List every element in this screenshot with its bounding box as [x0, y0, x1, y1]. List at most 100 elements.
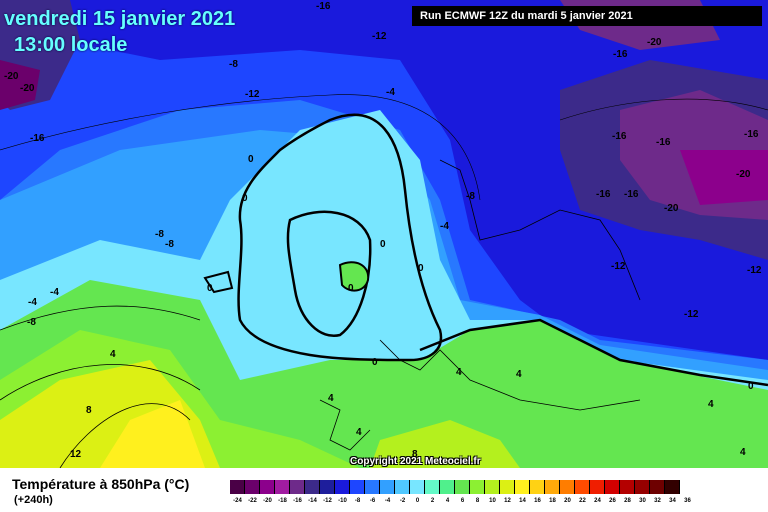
contour-label: -12: [245, 89, 260, 100]
scale-swatch: [350, 480, 365, 494]
scale-swatch: [335, 480, 350, 494]
contour-label: 8: [412, 449, 418, 460]
contour-label: -4: [386, 87, 395, 98]
scale-tick-label: 26: [609, 498, 616, 504]
contour-label: 0: [380, 239, 386, 250]
scale-tick-label: 36: [684, 498, 691, 504]
coastline-europe: [379, 339, 641, 411]
scale-swatch: [275, 480, 290, 494]
color-scale: [230, 480, 680, 494]
scale-tick-label: -6: [369, 498, 376, 504]
coastline-iberia: [319, 399, 371, 451]
contour-label: -4: [440, 221, 449, 232]
run-info: Run ECMWF 12Z du mardi 5 janvier 2021: [412, 6, 762, 26]
contour-label: -12: [611, 261, 626, 272]
footer: Température à 850hPa (°C) (+240h) -24 -22…: [0, 468, 768, 512]
scale-tick-label: -8: [354, 498, 361, 504]
isotherm-zero-inner: [286, 210, 372, 338]
scale-swatch: [395, 480, 410, 494]
zone-plus-10: [370, 420, 520, 468]
contour-label: 4: [456, 367, 462, 378]
scale-swatch: [230, 480, 245, 494]
scale-swatch: [485, 480, 500, 494]
scale-tick-label: 24: [594, 498, 601, 504]
scale-tick-label: 6: [460, 498, 465, 504]
scale-tick-label: -16: [293, 498, 302, 504]
isotherm-zero-island: [338, 261, 370, 292]
contour-label: -16: [30, 133, 45, 144]
contour-label: -20: [664, 203, 679, 214]
scale-swatch: [290, 480, 305, 494]
scale-tick-label: 22: [579, 498, 586, 504]
isotherm-12: [59, 403, 191, 468]
scale-tick-label: 16: [534, 498, 541, 504]
contour-label: -16: [612, 131, 627, 142]
contour-label: 4: [740, 447, 746, 458]
scale-swatch: [260, 480, 275, 494]
contour-label: -16: [744, 129, 759, 140]
contour-label: 4: [110, 349, 116, 360]
contour-label: -16: [656, 137, 671, 148]
scale-swatch: [665, 480, 680, 494]
scale-tick-label: -22: [248, 498, 257, 504]
contour-label: 12: [70, 449, 82, 460]
scale-tick-label: -24: [233, 498, 242, 504]
scale-tick-label: 30: [639, 498, 646, 504]
scale-swatch: [560, 480, 575, 494]
contour-label: -20: [20, 83, 35, 94]
scale-tick-label: 10: [489, 498, 496, 504]
scale-swatch: [380, 480, 395, 494]
contour-label: 0: [248, 154, 254, 165]
scale-swatch: [500, 480, 515, 494]
isotherm-minus-8: [0, 94, 481, 201]
contour-label: -4: [28, 297, 37, 308]
scale-tick-label: -14: [308, 498, 317, 504]
contour-label: -16: [613, 49, 628, 60]
scale-tick-label: -12: [323, 498, 332, 504]
color-scale-ticks: -24 -22 -20 -18 -16 -14 -12 -10 -8 -6 -4 -2 0 2 4 6 8 10 1…: [230, 498, 695, 504]
contour-label: -8: [155, 229, 164, 240]
scale-swatch: [620, 480, 635, 494]
temperature-map: -16 -12 -8 -12 -4 -20 -20 -16 0 0 -8 -8 -8 -4 0 0 0 0 -4 -4…: [0, 0, 768, 468]
contour-label: -12: [372, 31, 387, 42]
scale-tick-label: 20: [564, 498, 571, 504]
scale-tick-label: 0: [415, 498, 420, 504]
copyright: Copyright 2021 Meteociel.fr: [350, 456, 481, 467]
contour-label: 0: [372, 357, 378, 368]
map-canvas: [0, 0, 768, 468]
scale-swatch: [605, 480, 620, 494]
contour-label: 0: [242, 193, 248, 204]
isotherm-zero-south: [419, 318, 768, 387]
scale-swatch: [320, 480, 335, 494]
scale-swatch: [470, 480, 485, 494]
scale-tick-label: 34: [669, 498, 676, 504]
forecast-local-time: 13:00 locale: [14, 34, 128, 56]
scale-tick-label: 28: [624, 498, 631, 504]
isotherm-zero-line: [237, 113, 443, 362]
contour-label: 0: [207, 283, 213, 294]
scale-tick-label: 18: [549, 498, 556, 504]
contour-label: 4: [356, 427, 362, 438]
contour-label: -4: [50, 287, 59, 298]
scale-swatch: [245, 480, 260, 494]
scale-swatch: [515, 480, 530, 494]
lead-time: (+240h): [14, 494, 53, 506]
contour-label: -12: [684, 309, 699, 320]
scale-swatch: [365, 480, 380, 494]
contour-label: -8: [165, 239, 174, 250]
forecast-date: vendredi 15 janvier 2021: [4, 8, 236, 30]
contour-label: -20: [4, 71, 19, 82]
scale-tick-label: 4: [445, 498, 450, 504]
scale-swatch: [410, 480, 425, 494]
contour-label: -12: [747, 265, 762, 276]
isotherm-8: [0, 364, 201, 401]
contour-label: -16: [316, 1, 331, 12]
scale-swatch: [575, 480, 590, 494]
scale-tick-label: -18: [278, 498, 287, 504]
scale-swatch: [440, 480, 455, 494]
contour-label: 4: [516, 369, 522, 380]
contour-label: 0: [418, 263, 424, 274]
contour-label: -16: [596, 189, 611, 200]
scale-swatch: [455, 480, 470, 494]
scale-tick-label: -4: [384, 498, 391, 504]
